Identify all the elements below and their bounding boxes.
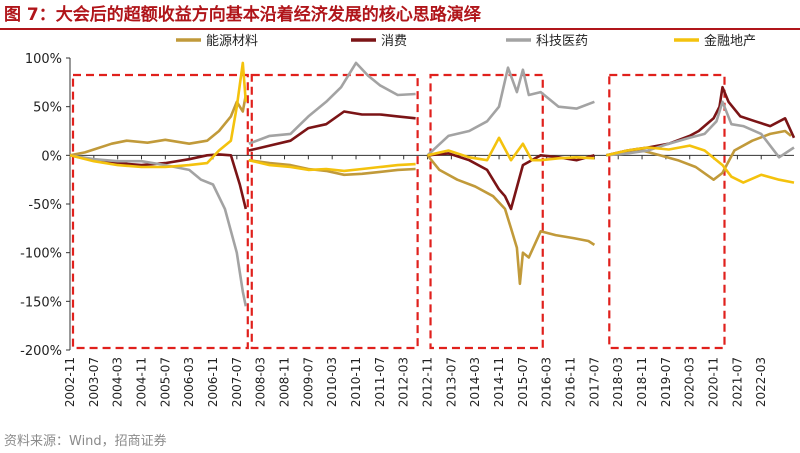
x-tick-label: 2016-11: [564, 357, 578, 407]
x-tick-label: 2006-03: [182, 357, 196, 407]
x-tick-label: 2004-11: [135, 357, 149, 407]
series-line-2-segment-3: [427, 152, 595, 211]
series-line-4-segment-3: [427, 136, 595, 162]
x-tick-label: 2006-11: [206, 357, 220, 407]
series-line-3-segment-1: [69, 154, 248, 307]
y-tick-label: 0%: [41, 149, 62, 164]
x-tick-label: 2011-07: [373, 357, 387, 407]
x-tick-label: 2007-07: [230, 357, 244, 407]
series-line-2-segment-1: [69, 153, 248, 210]
series-line-3-segment-4: [606, 100, 795, 159]
x-tick-label: 2015-07: [516, 357, 530, 407]
legend-label-3: 科技医药: [536, 34, 588, 49]
x-tick-label: 2008-11: [278, 357, 292, 407]
series-line-4-segment-4: [606, 144, 795, 184]
y-tick-label: -200%: [20, 344, 62, 359]
series-line-4-segment-1: [69, 61, 248, 169]
x-tick-label: 2014-11: [492, 357, 506, 407]
series-line-2-segment-2: [248, 110, 416, 152]
series-line-1-segment-3: [426, 154, 596, 286]
x-tick-label: 2005-07: [158, 357, 172, 407]
legend-label-1: 能源材料: [206, 34, 258, 49]
x-tick-label: 2009-07: [301, 357, 315, 407]
title-divider: [0, 28, 800, 30]
x-tick-label: 2018-03: [611, 357, 625, 407]
x-tick-label: 2012-11: [421, 357, 435, 407]
legend-label-4: 金融地产: [704, 33, 756, 49]
x-tick-label: 2012-03: [397, 357, 411, 407]
legend-label-2: 消费: [381, 34, 407, 49]
y-tick-label: 100%: [25, 52, 62, 67]
x-tick-label: 2022-03: [754, 357, 768, 407]
series-line-4-segment-2: [248, 158, 416, 173]
highlight-box-2: [250, 73, 419, 350]
x-axis: 2002-11 2003-07 2004-03 2004-11 2005-07 2006-…: [63, 154, 794, 407]
highlight-box-3: [429, 73, 544, 350]
x-tick-label: 2021-07: [730, 357, 744, 407]
series-line-1-segment-1: [69, 94, 248, 157]
x-tick-label: 2002-11: [63, 357, 77, 407]
series-line-1-segment-2: [248, 158, 416, 177]
x-tick-label: 2004-03: [111, 357, 125, 407]
series-line-3-segment-2: [248, 61, 416, 145]
x-tick-label: 2013-07: [444, 357, 458, 407]
y-tick-label: 50%: [33, 101, 62, 116]
y-tick-label: -150%: [20, 295, 62, 310]
x-tick-label: 2020-03: [683, 357, 697, 407]
series-line-2-segment-4: [606, 85, 796, 157]
x-tick-label: 2014-03: [468, 357, 482, 407]
x-tick-label: 2010-03: [325, 357, 339, 407]
x-tick-label: 2020-11: [707, 357, 721, 407]
x-tick-label: 2003-07: [87, 357, 101, 407]
series-line-3-segment-3: [426, 66, 595, 157]
source-note: 资料来源：Wind，招商证券: [4, 434, 167, 449]
highlight-boxes: [71, 73, 726, 350]
x-tick-label: 2017-07: [587, 357, 601, 407]
x-tick-label: 2019-07: [659, 357, 673, 407]
y-tick-label: -50%: [28, 198, 62, 213]
series-lines: [69, 61, 796, 307]
x-tick-label: 2016-03: [540, 357, 554, 407]
figure-title: 图 7：大会后的超额收益方向基本沿着经济发展的核心思路演绎: [4, 5, 481, 25]
x-tick-label: 2018-11: [635, 357, 649, 407]
highlight-box-1: [71, 73, 249, 350]
highlight-box-4: [608, 73, 726, 350]
line-chart: 100% 50% 0% -50% -100% -150% -200% 2002-11 2003…: [20, 33, 796, 407]
legend: 能源材料 消费 科技医药 金融地产: [176, 33, 756, 49]
y-axis: 100% 50% 0% -50% -100% -150% -200%: [20, 52, 71, 359]
y-tick-label: -100%: [20, 247, 62, 262]
x-tick-label: 2010-11: [349, 357, 363, 407]
x-tick-label: 2008-03: [254, 357, 268, 407]
